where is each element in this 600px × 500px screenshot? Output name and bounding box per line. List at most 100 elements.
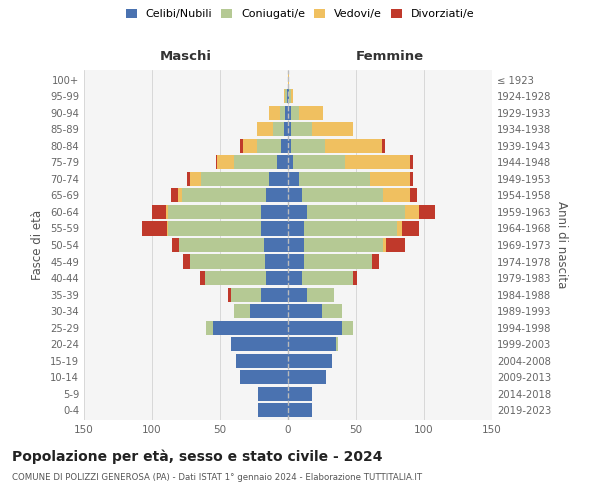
Bar	[410, 188, 417, 202]
Bar	[291, 106, 299, 120]
Bar	[166, 205, 169, 219]
Bar	[291, 90, 293, 104]
Bar	[183, 254, 190, 268]
Bar	[299, 106, 323, 120]
Bar	[299, 172, 370, 186]
Bar	[281, 139, 288, 153]
Bar	[265, 254, 288, 268]
Bar	[288, 73, 289, 87]
Bar	[402, 222, 419, 235]
Bar	[288, 90, 289, 104]
Bar	[288, 172, 299, 186]
Bar	[419, 205, 435, 219]
Bar	[142, 222, 167, 235]
Bar	[383, 238, 386, 252]
Bar	[304, 222, 397, 235]
Bar	[280, 106, 285, 120]
Bar	[288, 156, 293, 170]
Bar	[187, 172, 190, 186]
Text: Popolazione per età, sesso e stato civile - 2024: Popolazione per età, sesso e stato civil…	[12, 450, 383, 464]
Bar	[261, 205, 288, 219]
Bar	[288, 354, 332, 368]
Bar	[273, 122, 284, 136]
Bar	[288, 288, 307, 302]
Bar	[288, 139, 291, 153]
Bar	[383, 188, 410, 202]
Bar	[257, 139, 281, 153]
Bar	[231, 288, 261, 302]
Bar	[277, 156, 288, 170]
Bar	[304, 254, 373, 268]
Bar	[288, 205, 307, 219]
Bar	[190, 254, 265, 268]
Bar	[345, 156, 410, 170]
Bar	[250, 304, 288, 318]
Text: Femmine: Femmine	[356, 50, 424, 63]
Bar	[167, 222, 169, 235]
Bar	[291, 139, 325, 153]
Bar	[266, 188, 288, 202]
Bar	[313, 122, 353, 136]
Bar	[241, 139, 243, 153]
Bar	[233, 156, 277, 170]
Bar	[236, 354, 288, 368]
Bar	[216, 156, 217, 170]
Bar	[228, 288, 231, 302]
Bar	[288, 238, 304, 252]
Bar	[178, 188, 182, 202]
Bar	[258, 386, 288, 400]
Bar	[410, 172, 413, 186]
Bar	[285, 106, 288, 120]
Bar	[302, 188, 383, 202]
Text: COMUNE DI POLIZZI GENEROSA (PA) - Dati ISTAT 1° gennaio 2024 - Elaborazione TUTT: COMUNE DI POLIZZI GENEROSA (PA) - Dati I…	[12, 472, 422, 482]
Bar	[200, 271, 205, 285]
Bar	[397, 222, 402, 235]
Bar	[269, 172, 288, 186]
Bar	[182, 188, 266, 202]
Bar	[243, 139, 257, 153]
Bar	[172, 238, 179, 252]
Bar	[288, 271, 302, 285]
Bar	[261, 222, 288, 235]
Bar	[284, 90, 285, 104]
Bar	[201, 172, 269, 186]
Bar	[241, 370, 288, 384]
Bar	[288, 370, 326, 384]
Bar	[291, 122, 313, 136]
Bar	[169, 205, 261, 219]
Bar	[217, 156, 233, 170]
Text: Maschi: Maschi	[160, 50, 212, 63]
Bar	[169, 222, 261, 235]
Bar	[288, 254, 304, 268]
Bar	[205, 271, 266, 285]
Bar	[288, 122, 291, 136]
Bar	[288, 106, 291, 120]
Bar	[288, 188, 302, 202]
Bar	[353, 271, 358, 285]
Bar	[288, 337, 335, 351]
Bar	[289, 90, 291, 104]
Bar	[269, 106, 280, 120]
Bar	[302, 271, 353, 285]
Bar	[190, 172, 201, 186]
Bar	[171, 188, 178, 202]
Bar	[258, 403, 288, 417]
Bar	[405, 205, 419, 219]
Bar	[370, 172, 410, 186]
Bar	[307, 288, 334, 302]
Bar	[410, 156, 413, 170]
Bar	[263, 238, 288, 252]
Bar	[288, 403, 313, 417]
Bar	[287, 90, 288, 104]
Bar	[293, 156, 345, 170]
Bar	[261, 288, 288, 302]
Bar	[288, 222, 304, 235]
Bar	[288, 304, 322, 318]
Legend: Celibi/Nubili, Coniugati/e, Vedovi/e, Divorziati/e: Celibi/Nubili, Coniugati/e, Vedovi/e, Di…	[122, 6, 478, 22]
Bar	[373, 254, 379, 268]
Bar	[231, 337, 288, 351]
Bar	[386, 238, 405, 252]
Bar	[233, 304, 250, 318]
Bar	[213, 320, 288, 334]
Bar	[266, 271, 288, 285]
